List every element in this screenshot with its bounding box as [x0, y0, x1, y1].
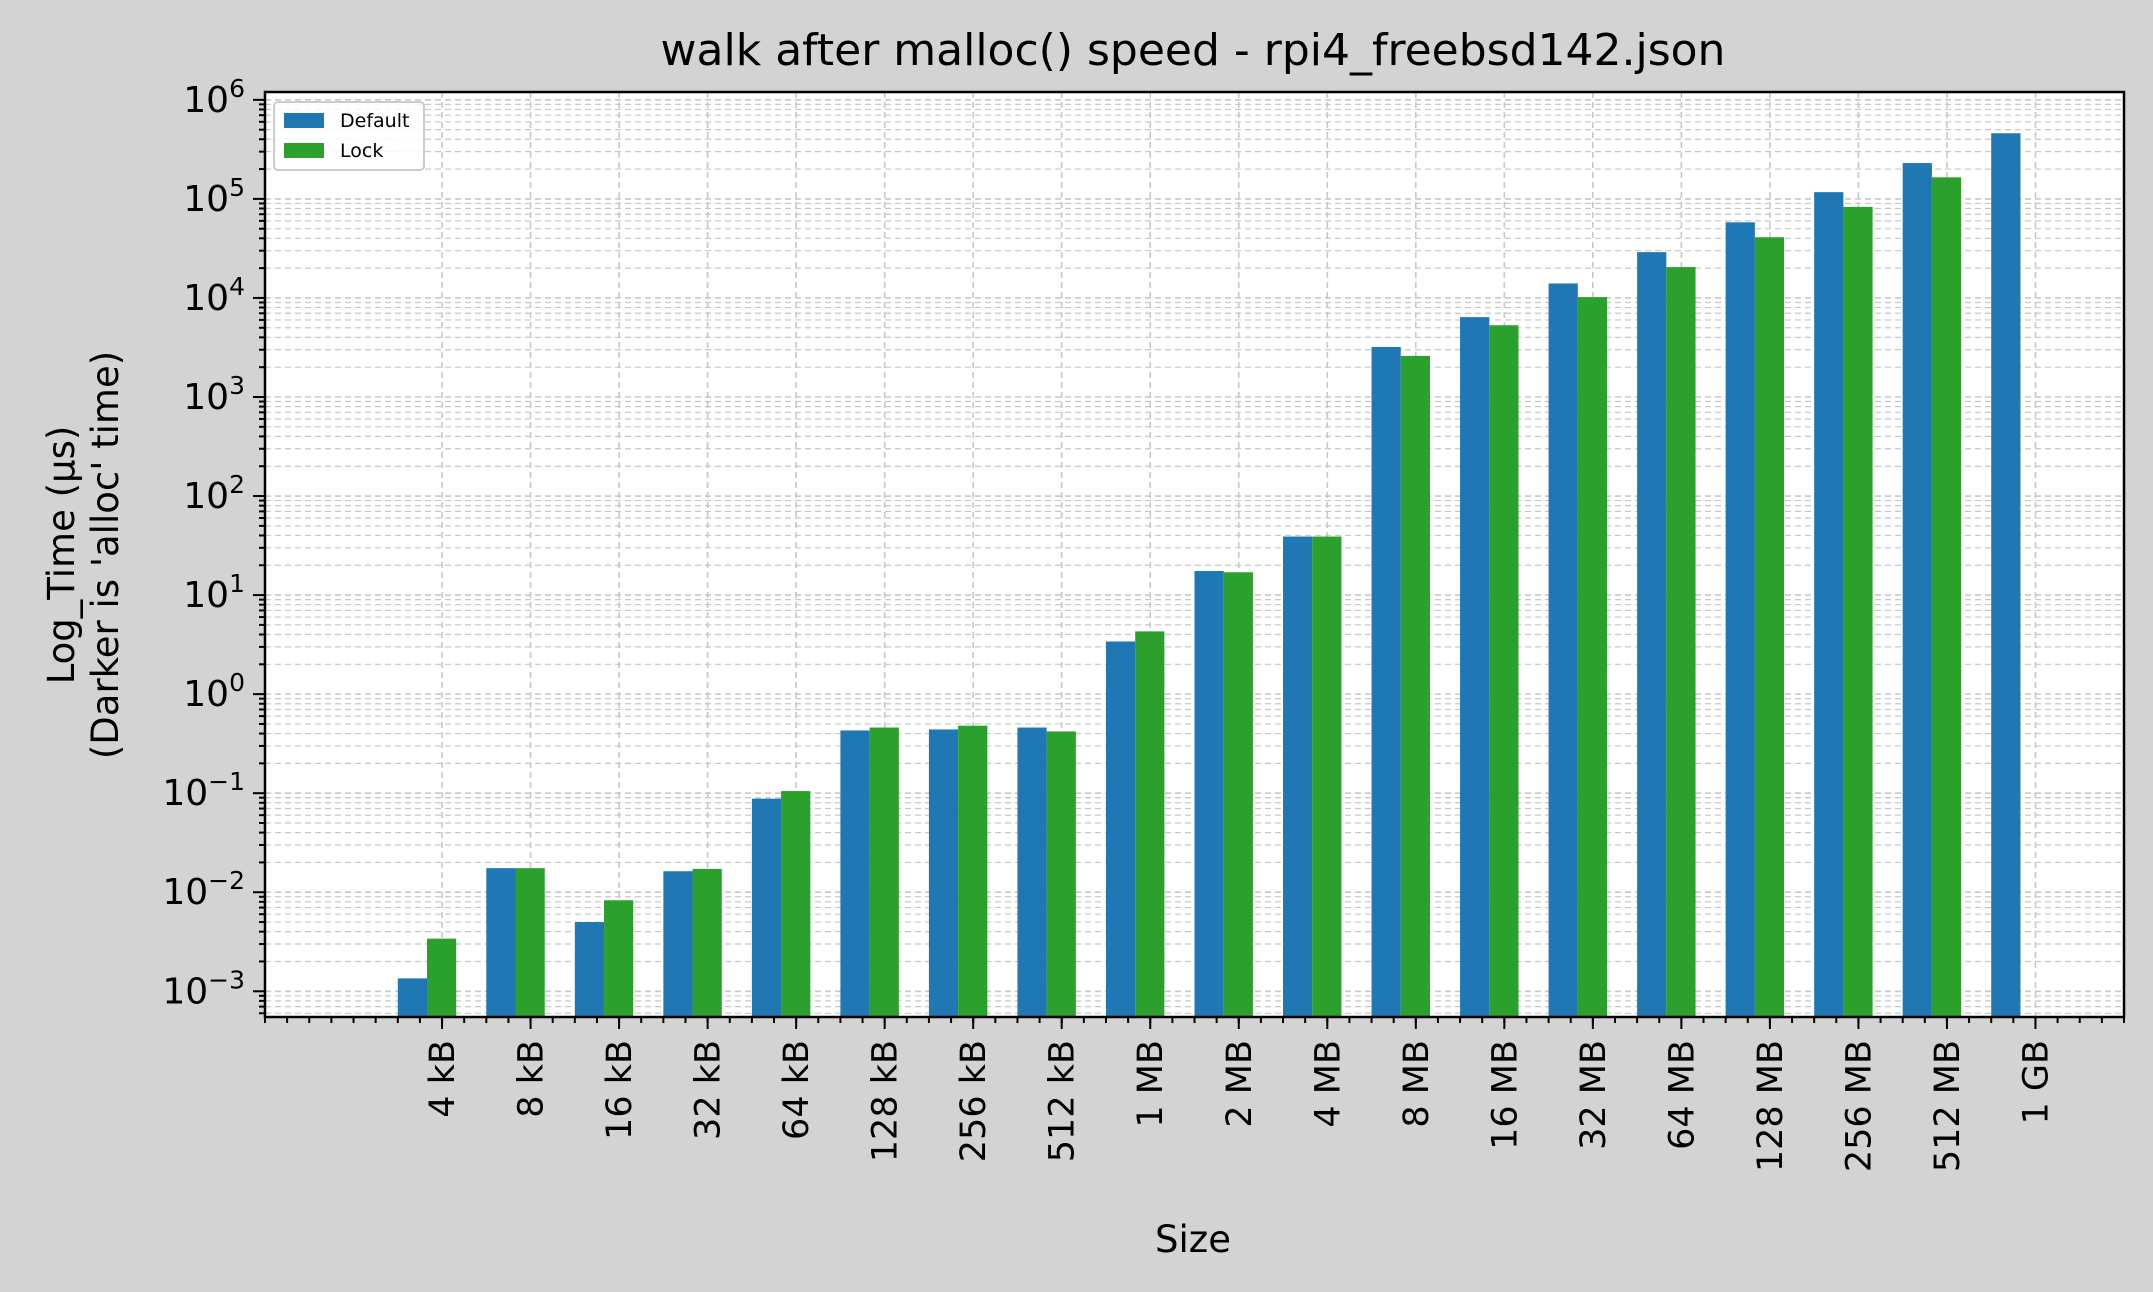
x-tick-label: 128 MB — [1751, 1040, 1791, 1172]
bar-default-16-mb — [1460, 317, 1490, 1018]
x-tick-label: 512 MB — [1928, 1040, 1968, 1172]
bars — [397, 133, 2021, 1018]
bar-lock-64-kb — [781, 791, 811, 1017]
x-tick-label: 64 kB — [777, 1040, 817, 1140]
bar-lock-128-kb — [869, 727, 899, 1017]
legend: Default Lock — [273, 101, 425, 171]
x-axis: 4 kB 8 kB 16 kB 32 kB 64 kB 128 kB 256 kB 512 k… — [264, 1017, 2125, 1172]
bar-lock-4-kb — [426, 938, 457, 1017]
bar-default-2-mb — [1194, 571, 1224, 1017]
x-tick-label: 512 kB — [1043, 1040, 1083, 1162]
bar-default-512-mb — [1902, 163, 1932, 1017]
x-tick-label: 32 kB — [689, 1040, 729, 1140]
bar-default-256-kb — [928, 729, 959, 1017]
x-tick-label: 64 MB — [1662, 1040, 1702, 1150]
bar-lock-1-mb — [1135, 631, 1165, 1017]
y-tick-label: 103 — [183, 371, 245, 418]
x-tick-label: 4 kB — [423, 1040, 463, 1118]
y-axis-label: Log_Time (µs) (Darker is 'alloc' time) — [40, 351, 127, 759]
bar-default-16-kb — [574, 922, 605, 1017]
x-tick-label: 4 MB — [1308, 1040, 1348, 1128]
x-tick-label: 16 kB — [600, 1040, 640, 1140]
x-tick-label: 8 MB — [1397, 1040, 1437, 1128]
bar-lock-32-kb — [692, 868, 722, 1017]
bar-lock-16-kb — [604, 900, 634, 1017]
bar-default-4-mb — [1283, 536, 1313, 1017]
bar-default-1-mb — [1105, 641, 1136, 1017]
bar-lock-16-mb — [1489, 325, 1519, 1017]
y-tick-label: 101 — [183, 569, 245, 616]
bar-default-8-mb — [1371, 346, 1401, 1017]
x-tick-label: 256 MB — [1839, 1040, 1879, 1172]
y-tick-label: 104 — [183, 272, 245, 319]
bar-lock-512-mb — [1931, 177, 1962, 1017]
bar-default-32-kb — [663, 871, 693, 1017]
bar-lock-256-mb — [1843, 206, 1873, 1017]
y-tick-label: 106 — [183, 74, 245, 121]
bar-default-64-kb — [751, 798, 782, 1017]
bar-lock-256-kb — [958, 725, 988, 1017]
y-tick-label: 105 — [183, 173, 245, 220]
legend-label-default: Default — [340, 110, 409, 132]
bar-default-64-mb — [1637, 252, 1667, 1018]
legend-swatch-lock — [284, 143, 324, 158]
x-tick-label: 1 GB — [2016, 1040, 2056, 1125]
y-tick-label: 10−1 — [162, 767, 245, 814]
bar-default-128-kb — [840, 730, 870, 1017]
y-axis: 10−3 10−2 10−1 100 101 102 103 104 105 106 — [162, 74, 265, 1015]
x-tick-label: 2 MB — [1220, 1040, 1260, 1128]
bar-default-256-mb — [1814, 192, 1844, 1018]
bar-lock-32-mb — [1577, 297, 1608, 1017]
x-tick-label: 16 MB — [1485, 1040, 1525, 1150]
x-tick-label: 8 kB — [512, 1040, 552, 1118]
bar-default-4-kb — [397, 978, 427, 1017]
bar-lock-2-mb — [1223, 572, 1253, 1017]
bar-lock-512-kb — [1046, 731, 1076, 1017]
bar-default-128-mb — [1725, 222, 1755, 1017]
bar-lock-4-mb — [1312, 536, 1342, 1017]
chart-title: walk after malloc() speed - rpi4_freebsd… — [661, 25, 1726, 76]
y-tick-label: 10−3 — [162, 965, 245, 1012]
y-axis-label-line-2: (Darker is 'alloc' time) — [84, 351, 127, 759]
bar-default-1-gb — [1991, 133, 2021, 1018]
bar-default-8-kb — [486, 868, 516, 1017]
y-tick-label: 100 — [183, 668, 245, 715]
bar-lock-128-mb — [1754, 237, 1785, 1017]
legend-label-lock: Lock — [340, 140, 383, 162]
y-axis-label-line-1: Log_Time (µs) — [40, 426, 83, 685]
bar-lock-8-kb — [515, 868, 545, 1017]
legend-swatch-default — [284, 113, 324, 128]
bar-default-32-mb — [1548, 283, 1578, 1017]
bar-default-512-kb — [1017, 727, 1047, 1017]
bar-lock-64-mb — [1666, 267, 1696, 1018]
x-axis-label: Size — [1155, 1218, 1231, 1261]
x-tick-label: 32 MB — [1574, 1040, 1614, 1150]
bar-lock-8-mb — [1400, 355, 1430, 1017]
y-tick-label: 10−2 — [162, 866, 245, 913]
x-tick-label: 128 kB — [866, 1040, 906, 1162]
x-tick-label: 256 kB — [954, 1040, 994, 1162]
y-tick-label: 102 — [183, 470, 245, 517]
x-tick-label: 1 MB — [1131, 1040, 1171, 1128]
